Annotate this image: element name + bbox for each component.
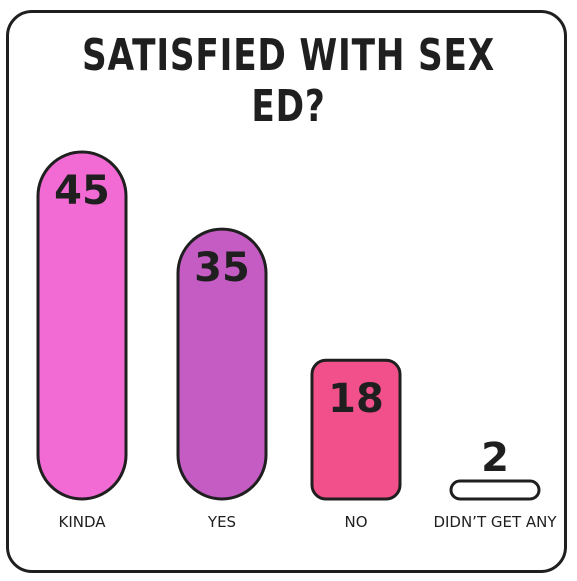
category-label: YES xyxy=(207,513,236,531)
chart-title: SATISFIED WITH SEX ED? xyxy=(82,30,495,132)
value-label: 45 xyxy=(54,168,110,214)
value-label: 18 xyxy=(328,376,384,422)
bar-didn-t-get-any xyxy=(449,479,541,501)
bar-no xyxy=(310,358,402,501)
value-label: 35 xyxy=(194,245,250,291)
category-label: DIDN’T GET ANY xyxy=(433,513,557,531)
bar-kinda xyxy=(36,150,128,501)
bar-yes xyxy=(176,227,268,501)
category-label: KINDA xyxy=(58,513,106,531)
value-label: 2 xyxy=(481,435,509,481)
category-label: NO xyxy=(344,513,367,531)
